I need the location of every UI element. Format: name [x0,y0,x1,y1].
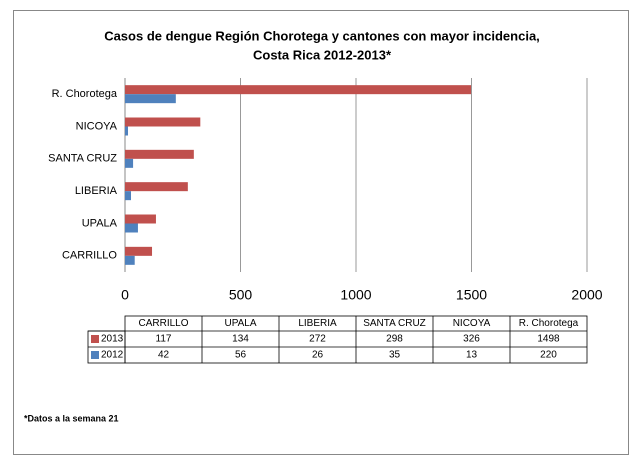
x-tick-label: 1000 [340,287,371,303]
bar [125,214,156,224]
bar [125,94,176,104]
table-value: 1498 [537,334,560,345]
bar [125,191,132,201]
y-tick-label: R. Chorotega [52,88,118,100]
table-value: 326 [463,334,480,345]
x-tick-label: 2000 [571,287,602,303]
table-value: 220 [540,350,557,361]
y-tick-label: SANTA CRUZ [48,153,117,165]
table-header: NICOYA [453,318,491,329]
table-value: 272 [309,334,326,345]
chart-frame [13,10,629,455]
table-value: 42 [158,350,170,361]
y-tick-label: UPALA [82,217,118,229]
table-value: 298 [386,334,403,345]
table-value: 117 [156,334,172,345]
table-value: 26 [312,350,324,361]
y-tick-label: LIBERIA [75,185,118,197]
y-tick-label: CARRILLO [62,250,117,262]
bar [125,246,153,256]
table-header: R. Chorotega [519,318,579,329]
table-header: UPALA [224,318,256,329]
chart-title: Casos de dengue Región Chorotega y canto… [104,28,540,43]
table-value: 134 [232,334,249,345]
table-value: 35 [389,350,401,361]
footnote: *Datos a la semana 21 [24,413,119,423]
bar [125,182,188,192]
x-tick-label: 0 [121,287,129,303]
x-tick-label: 500 [229,287,253,303]
bar [125,117,201,127]
legend-swatch [91,335,99,343]
table-header: SANTA CRUZ [363,318,426,329]
bar [125,126,129,136]
bar [125,149,194,159]
table-value: 13 [466,350,478,361]
table-header: CARRILLO [138,318,188,329]
table-header: LIBERIA [298,318,337,329]
legend-label: 2012 [101,350,124,361]
bar [125,158,134,168]
legend-label: 2013 [101,334,124,345]
bar [125,223,138,233]
y-tick-label: NICOYA [76,120,118,132]
x-tick-label: 1500 [456,287,487,303]
legend-swatch [91,351,99,359]
table-value: 56 [235,350,247,361]
bar [125,255,135,265]
bar [125,85,472,95]
chart-title: Costa Rica 2012-2013* [253,47,392,62]
